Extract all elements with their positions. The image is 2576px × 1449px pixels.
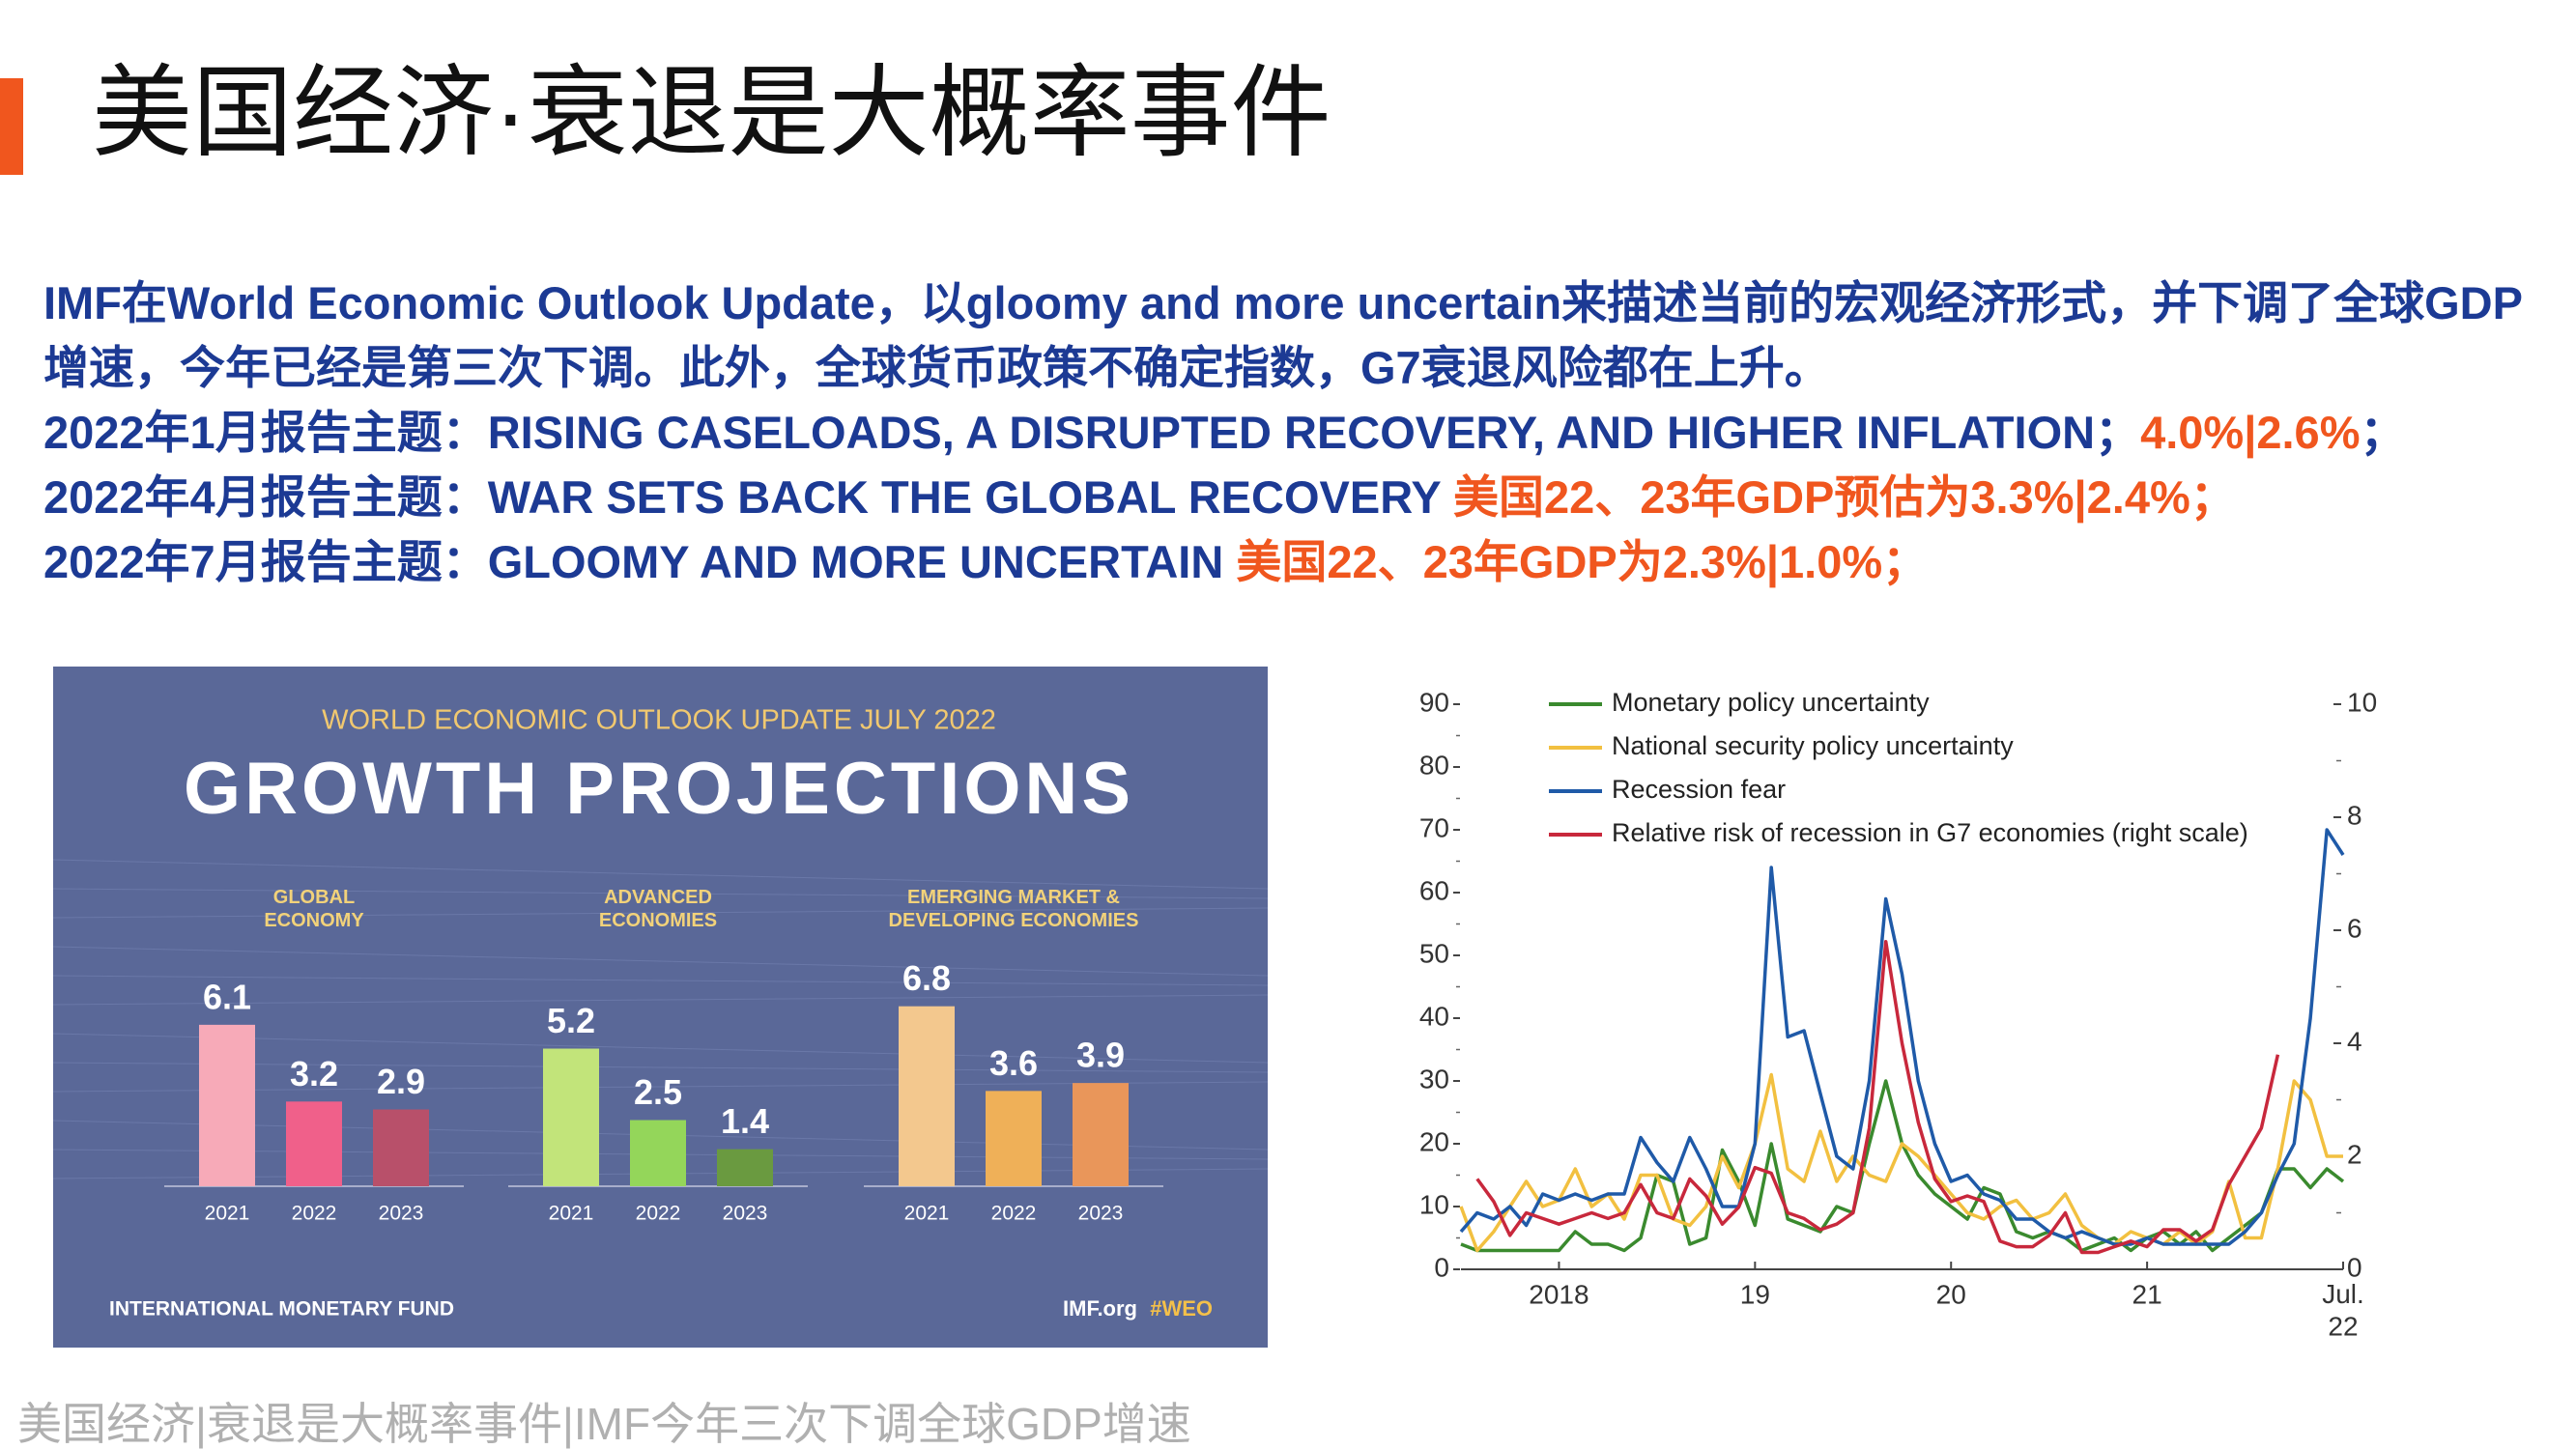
y-tick-label: 70 [1419,812,1449,842]
footer: 美国经济|衰退是大概率事件|IMF今年三次下调全球GDP增速 [17,1399,1191,1449]
value-label: 5.2 [547,1001,595,1040]
year-label: 2022 [636,1203,681,1225]
x-tick-label: 21 [2132,1279,2162,1309]
year-label: 2021 [205,1203,250,1225]
year-label: 2021 [904,1203,950,1225]
y2-tick-label: 2 [2347,1139,2362,1169]
value-label: 3.2 [290,1054,338,1094]
y2-tick-label: 4 [2347,1026,2362,1056]
texture-line [52,888,1269,899]
legend-label: National security policy uncertainty [1612,731,2014,760]
growth-infographic: WORLD ECONOMIC OUTLOOK UPDATE JULY 2022 G… [52,667,1269,1348]
source: INTERNATIONAL MONETARY FUND [109,1298,454,1321]
y-tick-label: 40 [1419,1001,1449,1031]
paragraph: 2022年4月报告主题：WAR SETS BACK THE GLOBAL REC… [43,465,2536,529]
group-label: ADVANCED ECONOMIES [599,887,717,931]
bar [1073,1083,1129,1186]
y2-tick-label: 10 [2347,687,2377,717]
y2-tick-label: 6 [2347,913,2362,943]
text-run: 2022年1月报告主题：RISING CASELOADS, A DISRUPTE… [43,407,2141,458]
y2-tick-label: 0 [2347,1252,2362,1282]
paragraph: IMF在World Economic Outlook Update，以gloom… [43,270,2536,400]
slide-title: 美国经济·衰退是大概率事件 [92,57,1331,169]
texture-line [52,859,1269,890]
bar [986,1091,1042,1186]
bar [717,1149,773,1186]
x-tick-label: 2018 [1529,1279,1589,1309]
y-tick-label: 10 [1419,1189,1449,1219]
y-tick-label: 50 [1419,938,1449,968]
year-label: 2023 [379,1203,424,1225]
year-label: 2021 [549,1203,594,1225]
series-line [1459,828,2345,1246]
text-run: 2022年7月报告主题：GLOOMY AND MORE UNCERTAIN [43,536,1237,587]
y2-tick-label: 8 [2347,800,2362,830]
paragraph: 2022年7月报告主题：GLOOMY AND MORE UNCERTAIN 美国… [43,529,2536,594]
value-label: 3.6 [989,1043,1038,1083]
text-run: 美国22、23年GDP为2.3%|1.0%； [1236,536,1929,587]
bar [543,1048,599,1186]
text-run: 2022年4月报告主题：WAR SETS BACK THE GLOBAL REC… [43,471,1453,523]
bar [373,1109,429,1186]
texture-line [52,1081,1269,1093]
texture-line [52,1062,1269,1073]
text-run: ； [2360,407,2406,458]
year-label: 2023 [1078,1203,1124,1225]
year-label: 2023 [723,1203,768,1225]
bar [286,1101,342,1186]
tag: #WEO [1150,1296,1213,1321]
bar [199,1024,255,1186]
texture-line [52,946,1269,977]
value-label: 1.4 [721,1101,769,1141]
series-line [1459,1072,2343,1253]
group-label: GLOBAL ECONOMY [264,887,364,931]
y-tick-label: 60 [1419,875,1449,905]
texture-line [52,994,1269,1006]
group-label: EMERGING MARKET & DEVELOPING ECONOMIES [889,887,1139,931]
bar [899,1006,955,1186]
series-line [1475,939,2280,1255]
y-tick-label: 80 [1419,750,1449,780]
legend-label: Relative risk of recession in G7 economi… [1612,818,2248,847]
series-line [1460,1079,2345,1253]
x-tick-label: 20 [1936,1279,1966,1309]
value-label: 3.9 [1076,1036,1125,1075]
line-chart: 0 10 20 30 40 50 60 70 80 90 0 2 4 6 8 10 2018 19 20 21 Jul.… [1419,687,2377,1342]
x-tick-label: Jul. 22 [2322,1279,2364,1342]
value-label: 6.1 [203,977,251,1016]
legend-label: Recession fear [1612,775,1786,804]
body-text: IMF在World Economic Outlook Update，以gloom… [43,270,2536,594]
title-accent [0,78,23,175]
year-label: 2022 [991,1203,1037,1225]
bar [630,1120,686,1186]
year-label: 2022 [292,1203,337,1225]
x-tick-label: 19 [1740,1279,1770,1309]
texture-line [52,907,1269,919]
y-tick-label: 0 [1434,1252,1449,1282]
infographic-background [53,667,1268,1348]
infographic-title: GROWTH PROJECTIONS [184,748,1134,830]
value-label: 6.8 [902,958,951,998]
text-run: IMF在World Economic Outlook Update，以gloom… [43,277,2523,393]
value-label: 2.5 [634,1072,682,1112]
y-tick-label: 20 [1419,1126,1449,1156]
site: IMF.org [1063,1296,1137,1321]
paragraph: 2022年1月报告主题：RISING CASELOADS, A DISRUPTE… [43,400,2536,465]
text-run: 美国22、23年GDP预估为3.3%|2.4%； [1452,471,2236,523]
value-label: 2.9 [377,1062,425,1101]
texture-line [52,975,1269,986]
texture-line [52,1033,1269,1064]
y-tick-label: 30 [1419,1064,1449,1094]
text-run: 4.0%|2.6% [2140,407,2361,458]
y-tick-label: 90 [1419,687,1449,717]
infographic-subtitle: WORLD ECONOMIC OUTLOOK UPDATE JULY 2022 [322,705,996,736]
legend-label: Monetary policy uncertainty [1612,688,1930,717]
